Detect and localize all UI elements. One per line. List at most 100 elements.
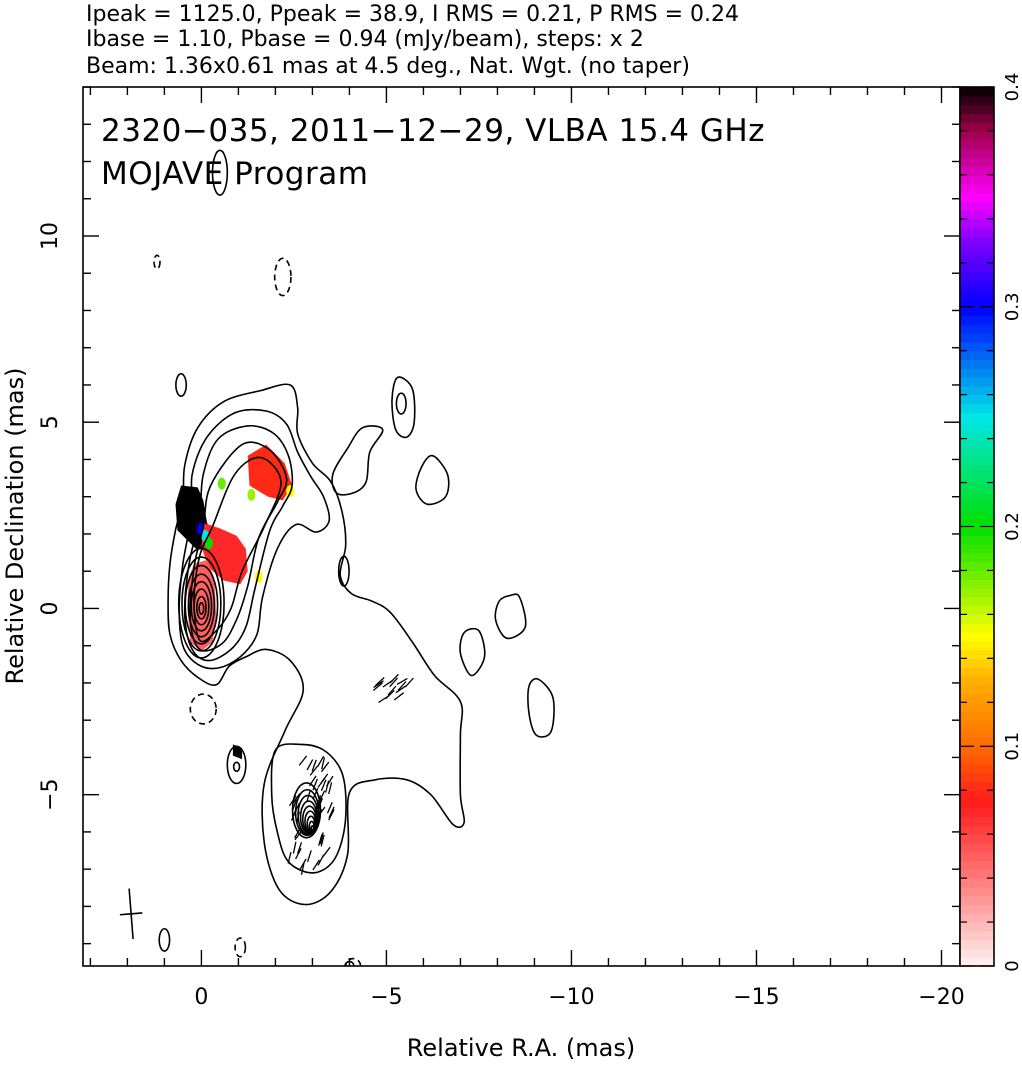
colorbar-strip xyxy=(960,596,994,607)
colorbar-strip xyxy=(960,544,994,554)
contour-island-south-west xyxy=(158,927,171,952)
colorbar-strip xyxy=(960,157,994,167)
evpa-tick-south-knot-33 xyxy=(306,789,312,802)
evpa-tick-north-patch-14 xyxy=(395,685,407,694)
colorbar-strip xyxy=(960,860,994,870)
evpa-tick-south-knot-27 xyxy=(316,795,322,807)
contour-negative-south xyxy=(189,693,218,725)
colorbar-strip xyxy=(960,711,994,721)
colorbar-strip xyxy=(960,456,994,466)
header-line-3: Beam: 1.36x0.61 mas at 4.5 deg., Nat. Wg… xyxy=(86,54,690,79)
contour-south-knot-outer xyxy=(270,743,347,874)
plot-frame xyxy=(82,86,961,967)
contour-negative-north-west xyxy=(153,254,161,270)
colorbar-strip xyxy=(960,755,994,765)
colorbar-strip xyxy=(960,746,994,756)
evpa-tick-south-knot-9 xyxy=(320,779,327,792)
beam-minor-axis xyxy=(119,912,143,916)
evpa-tick-south-knot-15 xyxy=(318,834,323,846)
colorbar-strip xyxy=(960,886,994,897)
evpa-tick-north-patch-1 xyxy=(372,682,383,691)
colorbar-strip xyxy=(960,658,994,668)
colorbar-strip xyxy=(960,535,994,545)
x-tick-label: −10 xyxy=(548,985,594,1010)
contour-core-4 xyxy=(190,580,213,632)
contour-core-1 xyxy=(198,602,205,615)
contour-island-north-west xyxy=(175,372,188,397)
colorbar-strip xyxy=(960,306,994,317)
colorbar-strip xyxy=(960,130,994,141)
colorbar-strip xyxy=(960,631,994,642)
colorbar-strip xyxy=(960,421,994,431)
y-tick-label: −5 xyxy=(38,778,63,810)
contour-island-north-east-inner xyxy=(395,392,407,415)
contour-core-7 xyxy=(181,556,222,652)
colorbar-strip xyxy=(960,702,994,712)
polarization-fringe-3 xyxy=(204,537,213,550)
colorbar-strip xyxy=(960,227,994,238)
evpa-tick-south-knot-6 xyxy=(295,848,302,860)
y-tick-label: 5 xyxy=(38,415,63,429)
evpa-tick-south-knot-12 xyxy=(321,757,326,770)
evpa-tick-north-patch-2 xyxy=(404,677,414,688)
contour-island-south-1 xyxy=(226,745,247,785)
colorbar-strip xyxy=(960,930,994,941)
x-tick-label: −15 xyxy=(733,985,779,1010)
y-axis-label: Relative Declination (mas) xyxy=(1,367,29,684)
evpa-tick-south-knot-10 xyxy=(319,832,324,845)
evpa-tick-south-knot-2 xyxy=(309,765,319,776)
colorbar-strip xyxy=(960,297,994,308)
colorbar-tick-label: 0 xyxy=(1002,960,1022,971)
colorbar-strip xyxy=(960,517,994,528)
colorbar-tick-label: 0.3 xyxy=(1002,292,1022,321)
polarization-region-inner-jet xyxy=(201,522,248,585)
evpa-tick-south-knot-40 xyxy=(299,858,307,870)
evpa-tick-south-knot-39 xyxy=(328,806,335,819)
evpa-tick-south-knot-28 xyxy=(298,755,308,766)
colorbar-strip xyxy=(960,605,994,615)
evpa-tick-south-knot-8 xyxy=(288,795,297,807)
evpa-tick-north-patch-7 xyxy=(396,677,408,685)
colorbar-strip xyxy=(960,350,994,361)
colorbar-strip xyxy=(960,693,994,703)
colorbar-strip xyxy=(960,315,994,325)
colorbar-strip xyxy=(960,948,994,958)
evpa-tick-south-knot-34 xyxy=(296,811,300,824)
contour-island-small xyxy=(337,555,350,587)
colorbar-strip xyxy=(960,667,994,677)
evpa-tick-south-knot-20 xyxy=(296,842,303,854)
contour-core-3 xyxy=(193,588,210,626)
colorbar-strip xyxy=(960,438,994,448)
y-tick-label: 10 xyxy=(38,222,63,250)
colorbar-strip xyxy=(960,500,994,510)
evpa-tick-south-knot-3 xyxy=(326,801,333,814)
colorbar-strip xyxy=(960,210,994,220)
colorbar-strip xyxy=(960,552,994,563)
y-tick-label: 0 xyxy=(38,601,63,615)
plot-title-line-1: 2320−035, 2011−12−29, VLBA 15.4 GHz xyxy=(101,113,765,149)
header-line-1: Ipeak = 1125.0, Ppeak = 38.9, I RMS = 0.… xyxy=(86,2,739,27)
colorbar-strip xyxy=(960,649,994,659)
evpa-tick-south-knot-41 xyxy=(318,790,326,802)
colorbar-strip xyxy=(960,570,994,580)
colorbar-strip xyxy=(960,174,994,185)
colorbar-strip xyxy=(960,201,994,211)
colorbar-strip xyxy=(960,895,994,906)
colorbar-strip xyxy=(960,333,994,343)
evpa-tick-south-knot-16 xyxy=(328,782,333,795)
evpa-tick-north-patch-13 xyxy=(389,677,398,688)
colorbar-strip xyxy=(960,816,994,826)
colorbar-strip xyxy=(960,851,994,862)
contour-island-far-east-2 xyxy=(459,627,486,677)
evpa-tick-south-knot-4 xyxy=(317,755,325,767)
evpa-tick-south-knot-46 xyxy=(312,787,319,800)
contour-island-north-east xyxy=(391,376,416,439)
colorbar-strip xyxy=(960,139,994,150)
evpa-tick-north-patch-11 xyxy=(378,695,389,704)
evpa-tick-south-knot-29 xyxy=(294,827,302,839)
axis-ticks xyxy=(83,86,960,966)
contour-negative-north xyxy=(273,257,292,297)
evpa-tick-south-knot-1 xyxy=(311,759,317,772)
colorbar-strip xyxy=(960,385,994,396)
